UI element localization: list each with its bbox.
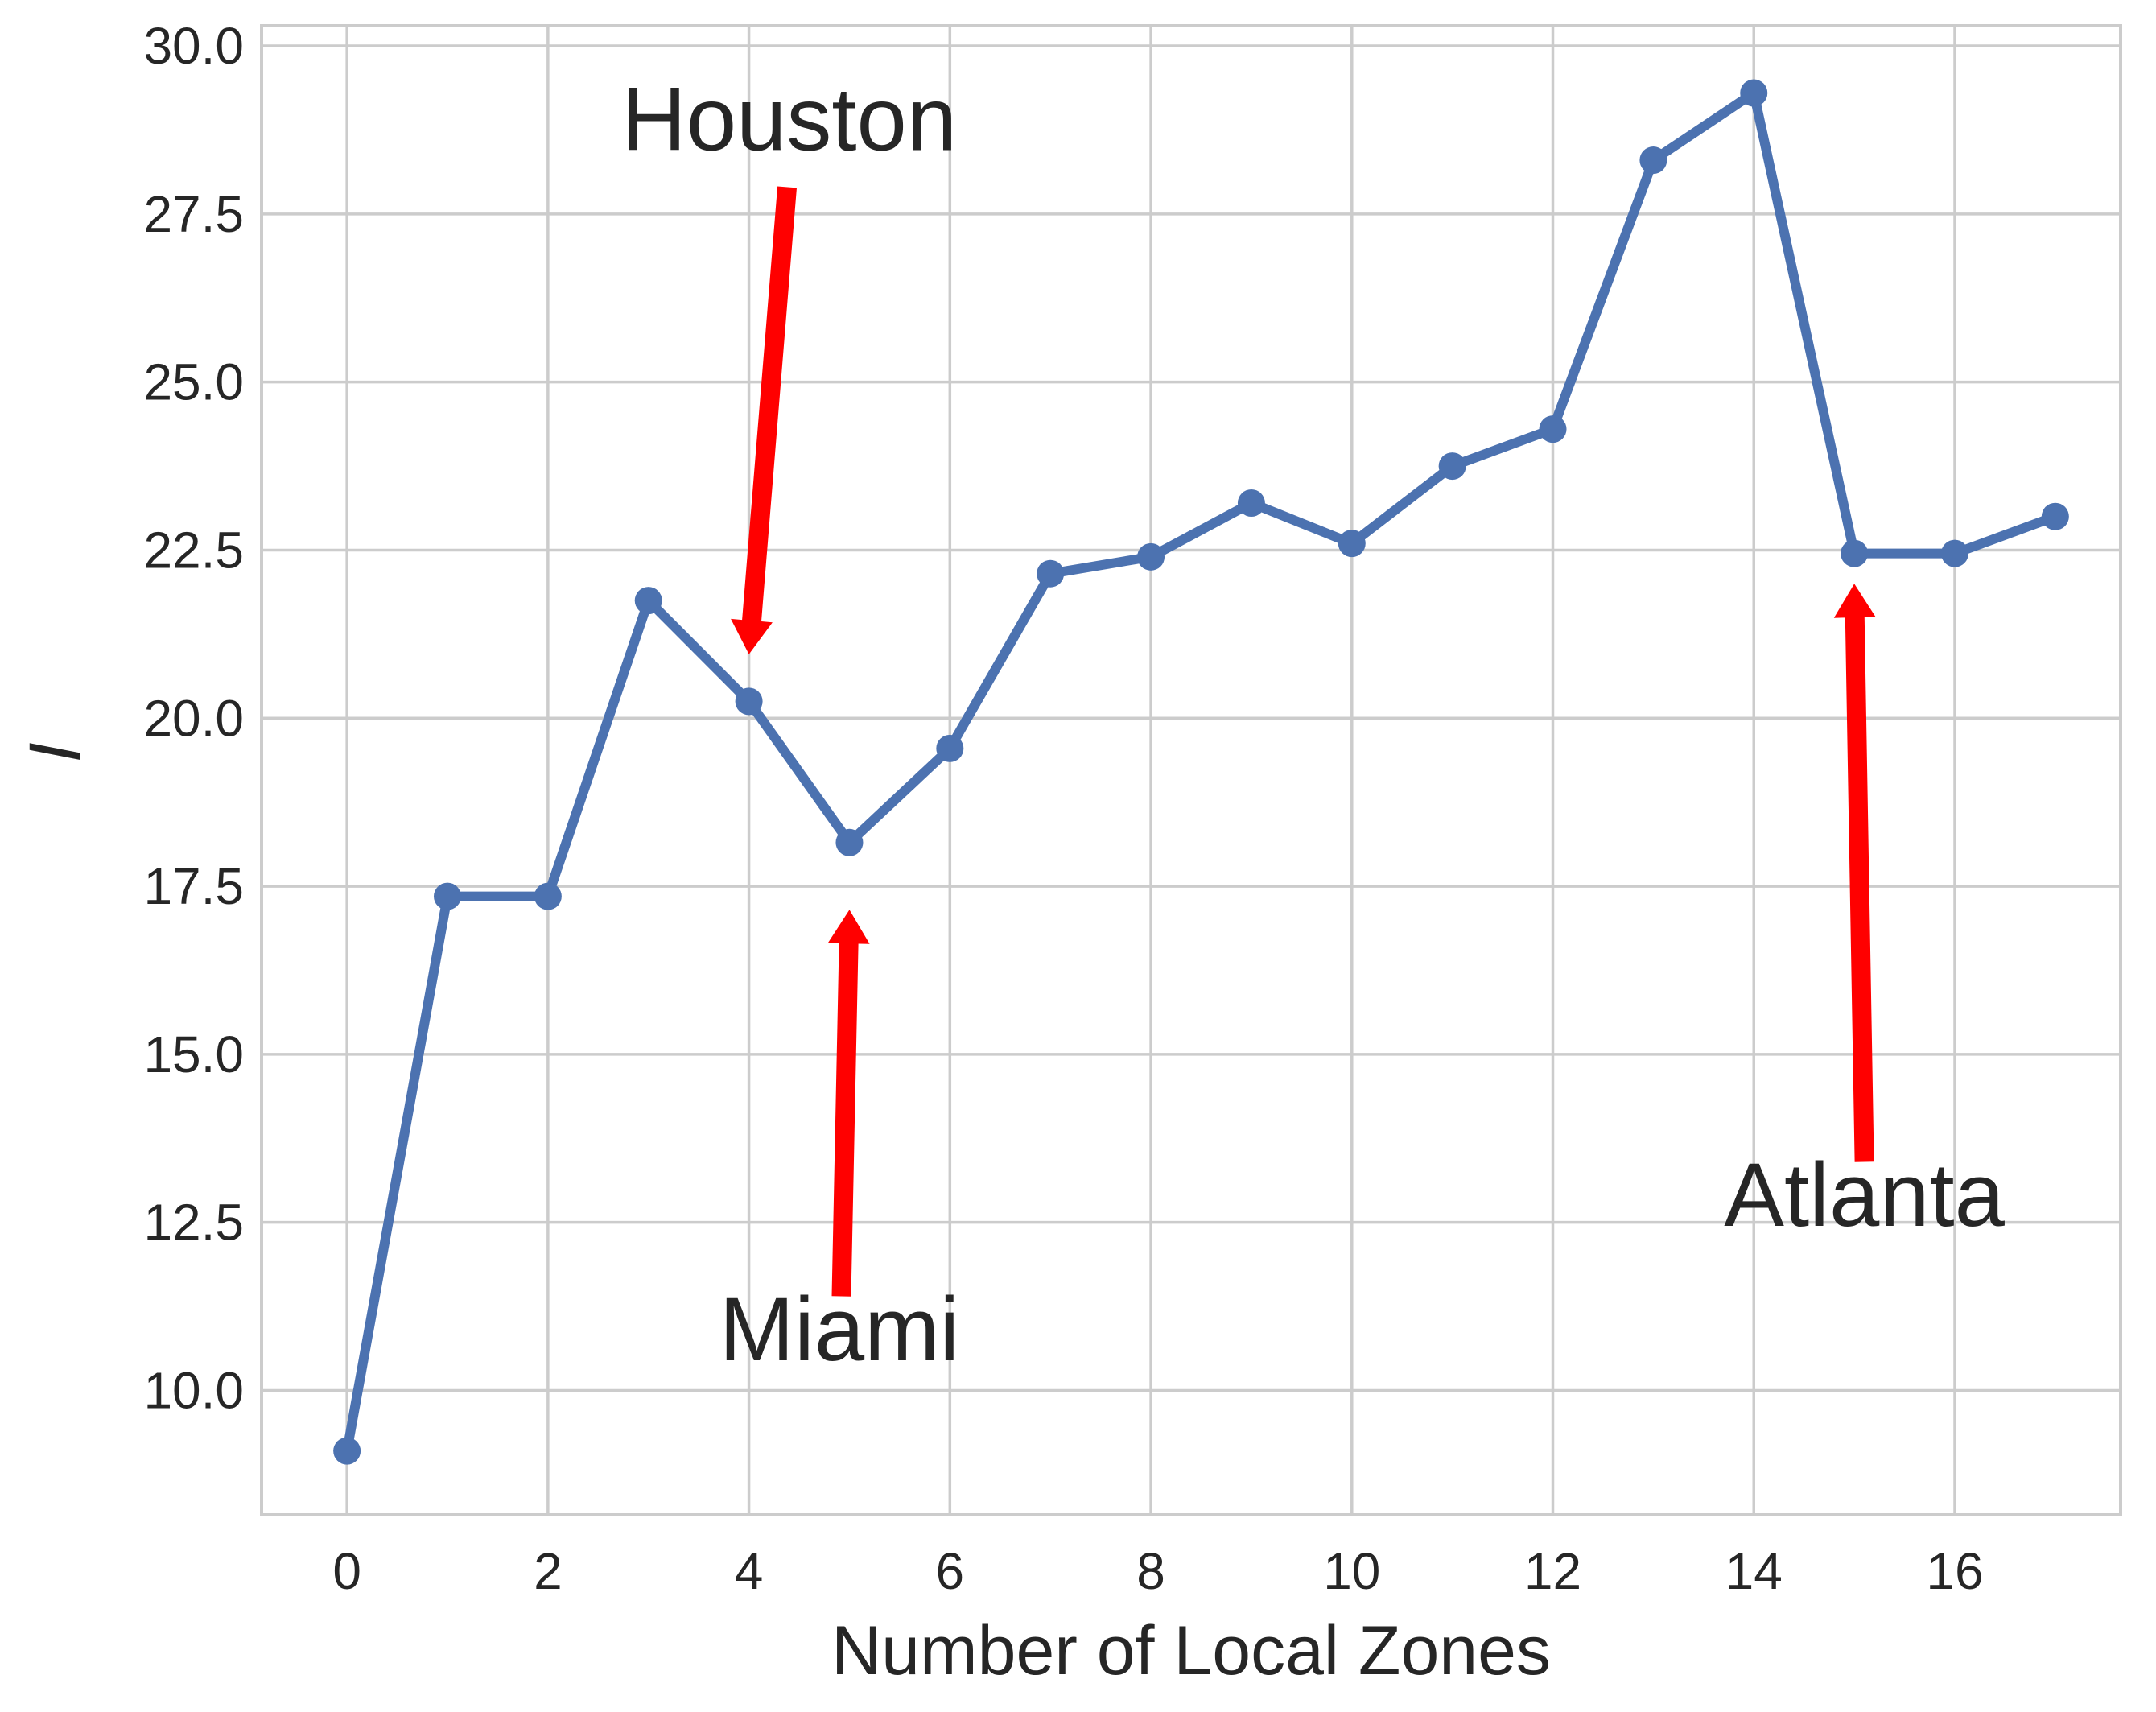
atlanta-arrow [1833, 584, 1876, 1162]
data-point [434, 882, 461, 910]
x-tick-label: 10 [1323, 1542, 1380, 1600]
y-tick-label: 30.0 [143, 17, 244, 75]
y-axis-label: I [14, 742, 97, 763]
data-point [634, 587, 662, 615]
data-point [1539, 415, 1567, 443]
y-tick-label: 15.0 [143, 1025, 244, 1083]
y-tick-labels: 10.0 12.5 15.0 17.5 20.0 22.5 25.0 27.5 30.0 [143, 17, 244, 1419]
data-point [2041, 502, 2069, 530]
data-point [835, 828, 864, 856]
data-point [333, 1437, 361, 1465]
y-tick-label: 22.5 [143, 521, 244, 579]
y-tick-label: 27.5 [143, 185, 244, 243]
y-tick-label: 20.0 [143, 689, 244, 747]
x-tick-label: 4 [735, 1542, 764, 1600]
series-group [333, 79, 2069, 1465]
houston-arrow [731, 186, 797, 654]
houston-label: Houston [621, 69, 957, 170]
data-point [1841, 539, 1869, 567]
data-point [936, 734, 964, 762]
x-tick-label: 14 [1725, 1542, 1783, 1600]
data-point [1740, 79, 1768, 107]
grid [262, 26, 2121, 1515]
x-tick-label: 16 [1926, 1542, 1983, 1600]
y-tick-label: 12.5 [143, 1194, 244, 1252]
y-tick-label: 10.0 [143, 1361, 244, 1419]
x-tick-label: 12 [1524, 1542, 1581, 1600]
x-tick-label: 6 [936, 1542, 965, 1600]
data-point [1137, 542, 1165, 571]
miami-arrow [827, 910, 870, 1297]
y-tick-label: 25.0 [143, 353, 244, 411]
plot-frame [260, 24, 2122, 1516]
miami-label: Miami [719, 1279, 960, 1380]
x-tick-labels: 0 2 4 6 8 10 12 14 16 [332, 1542, 1983, 1600]
data-point [534, 882, 562, 910]
x-tick-label: 8 [1136, 1542, 1165, 1600]
x-tick-label: 2 [534, 1542, 563, 1600]
data-point [1037, 559, 1065, 588]
x-axis-label: Number of Local Zones [831, 1612, 1551, 1689]
data-point [1940, 539, 1968, 567]
data-point [735, 687, 763, 716]
data-point [1639, 146, 1667, 175]
series-line [342, 88, 2060, 1456]
data-point [1237, 489, 1265, 518]
data-point [1338, 530, 1366, 558]
annotations: Houston Miami Atlanta [621, 69, 2006, 1380]
atlanta-label: Atlanta [1724, 1145, 2005, 1245]
data-point [1438, 452, 1466, 481]
y-tick-label: 17.5 [143, 857, 244, 915]
x-tick-label: 0 [332, 1542, 361, 1600]
